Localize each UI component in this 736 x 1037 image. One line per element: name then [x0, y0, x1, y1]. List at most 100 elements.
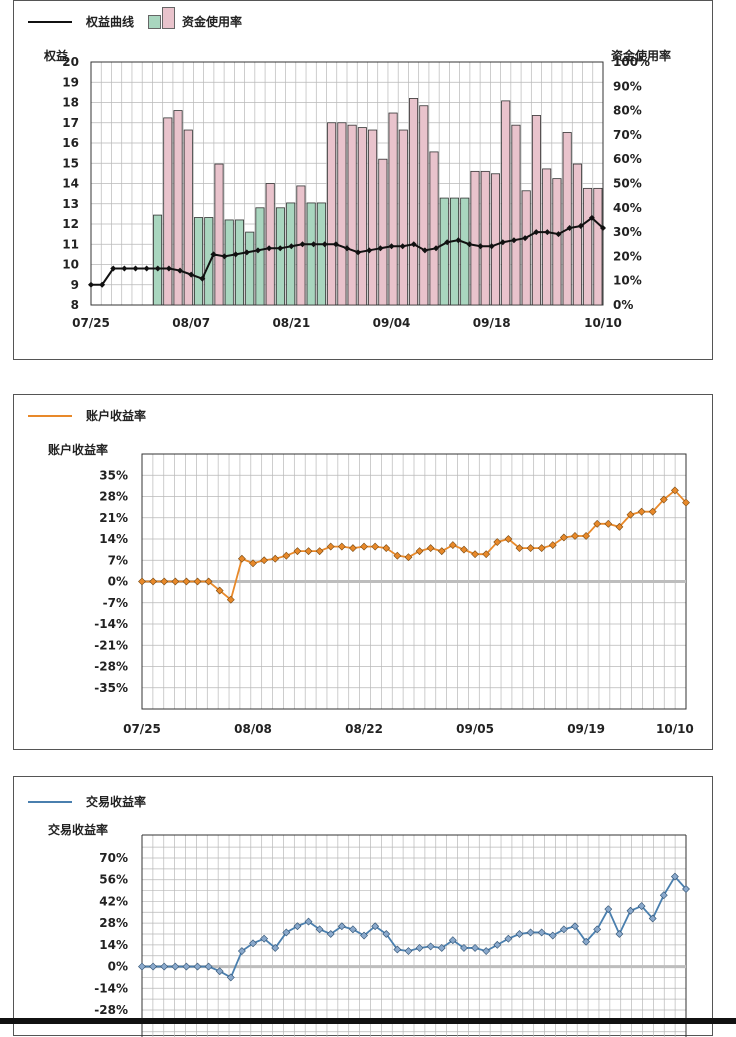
account-return-point	[637, 507, 646, 516]
utilization-bar	[439, 197, 449, 306]
equity-point	[332, 241, 339, 248]
account-return-point	[360, 542, 368, 551]
equity-point	[377, 245, 384, 252]
y-right-tick-label: 20%	[613, 249, 642, 263]
y-tick-label: 0%	[108, 960, 128, 974]
x-tick-label: 10/10	[656, 722, 694, 736]
y-tick-label: 14%	[99, 532, 128, 546]
y-right-tick-label: 40%	[613, 201, 642, 215]
account-return-point	[215, 586, 224, 595]
y-tick-label: 14%	[99, 938, 128, 952]
utilization-bar	[306, 202, 316, 306]
y-left-tick-label: 11	[62, 237, 79, 251]
y-right-tick-label: 30%	[613, 225, 642, 239]
utilization-bar	[552, 178, 562, 306]
account-return-point	[293, 547, 302, 556]
utilization-bar	[521, 190, 531, 306]
x-tick-label: 09/04	[373, 316, 411, 330]
equity-point	[388, 243, 395, 250]
account-return-point	[282, 551, 291, 560]
equity-point	[199, 275, 206, 282]
trade-return-point	[682, 885, 690, 893]
utilization-bar	[245, 231, 255, 306]
utilization-bar	[234, 219, 245, 306]
account-return-point	[670, 486, 679, 495]
trade-return-point	[604, 905, 613, 914]
utilization-bar	[316, 202, 326, 306]
equity-point	[110, 265, 117, 272]
account-return-point	[571, 532, 579, 540]
trade-return-point	[193, 962, 202, 971]
y-tick-label: 7%	[108, 553, 128, 567]
equity-point	[410, 241, 417, 248]
trade-return-point	[515, 930, 524, 938]
x-tick-label: 08/07	[172, 316, 210, 330]
account-return-point	[349, 544, 357, 553]
legend-green-swatch	[148, 14, 162, 29]
equity-chart-panel: 权益曲线 资金使用率 权益 资金使用率 8 9 10 11 12 13 14 15 16 17 18…	[13, 0, 713, 360]
utilization-bar	[562, 132, 572, 306]
y-right-tick-label: 100%	[613, 55, 650, 69]
trade-return-point	[182, 962, 191, 971]
utilization-bar	[275, 207, 285, 306]
account-return-point	[260, 556, 269, 565]
utilization-bar	[378, 158, 388, 306]
equity-point	[555, 231, 562, 238]
trade-return-point	[637, 902, 646, 911]
trade-return-point	[304, 917, 313, 926]
y-tick-label: -28%	[94, 1003, 128, 1017]
y-right-tick-label: 90%	[613, 79, 642, 93]
equity-point	[210, 251, 217, 258]
trade-return-point	[571, 922, 579, 931]
account-return-point	[193, 577, 202, 586]
utilization-bar	[572, 163, 582, 306]
trade-return-point	[626, 906, 635, 915]
account-return-point	[382, 544, 391, 553]
y-tick-label: 56%	[99, 873, 128, 887]
equity-point	[466, 241, 473, 248]
y-tick-label: -35%	[94, 681, 128, 695]
utilization-bar	[593, 187, 603, 306]
equity-point	[366, 247, 373, 254]
y-left-tick-label: 15	[62, 156, 79, 170]
equity-point	[165, 265, 172, 272]
y-tick-label: -14%	[94, 981, 128, 995]
equity-point	[121, 265, 128, 272]
utilization-bar	[173, 110, 183, 306]
account-return-point	[415, 547, 424, 556]
legend-line-label: 交易收益率	[86, 795, 147, 809]
utilization-bar	[511, 124, 521, 306]
utilization-bar	[286, 202, 296, 306]
account-return-point	[626, 510, 635, 519]
account-return-point	[237, 554, 246, 563]
trade-return-point	[615, 930, 624, 938]
y-tick-label: 35%	[99, 468, 128, 482]
account-return-chart: 35% 28% 21% 14% 7% 0% -7% -14% -21% -28% -35% 07/25…	[94, 453, 694, 736]
trade-return-point	[593, 925, 602, 934]
utilization-bar	[224, 219, 234, 306]
equity-point	[232, 251, 239, 258]
account-return-point	[304, 547, 313, 556]
utilization-bar	[490, 173, 500, 306]
trade-return-point	[404, 947, 413, 955]
account-return-point	[504, 535, 513, 543]
account-return-point	[493, 538, 502, 546]
trade-return-point	[271, 944, 280, 952]
utilization-bar	[183, 129, 193, 306]
y-right-tick-label: 80%	[613, 104, 642, 118]
trade-return-point	[582, 937, 591, 946]
trade-return-point	[337, 922, 346, 931]
y-right-tick-label: 10%	[613, 274, 642, 288]
utilization-bar	[449, 197, 460, 306]
y-axis-title: 交易收益率	[48, 823, 109, 837]
equity-point	[266, 245, 273, 252]
account-return-point	[659, 495, 668, 504]
account-return-point	[471, 550, 479, 559]
trade-return-point	[149, 962, 158, 971]
utilization-bar	[531, 115, 541, 306]
utilization-bar	[204, 217, 214, 306]
y-left-tick-label: 8	[71, 298, 79, 312]
y-left-tick-label: 16	[62, 136, 79, 150]
right-axis-title: 资金使用率	[611, 49, 672, 63]
account-return-point	[593, 519, 602, 528]
